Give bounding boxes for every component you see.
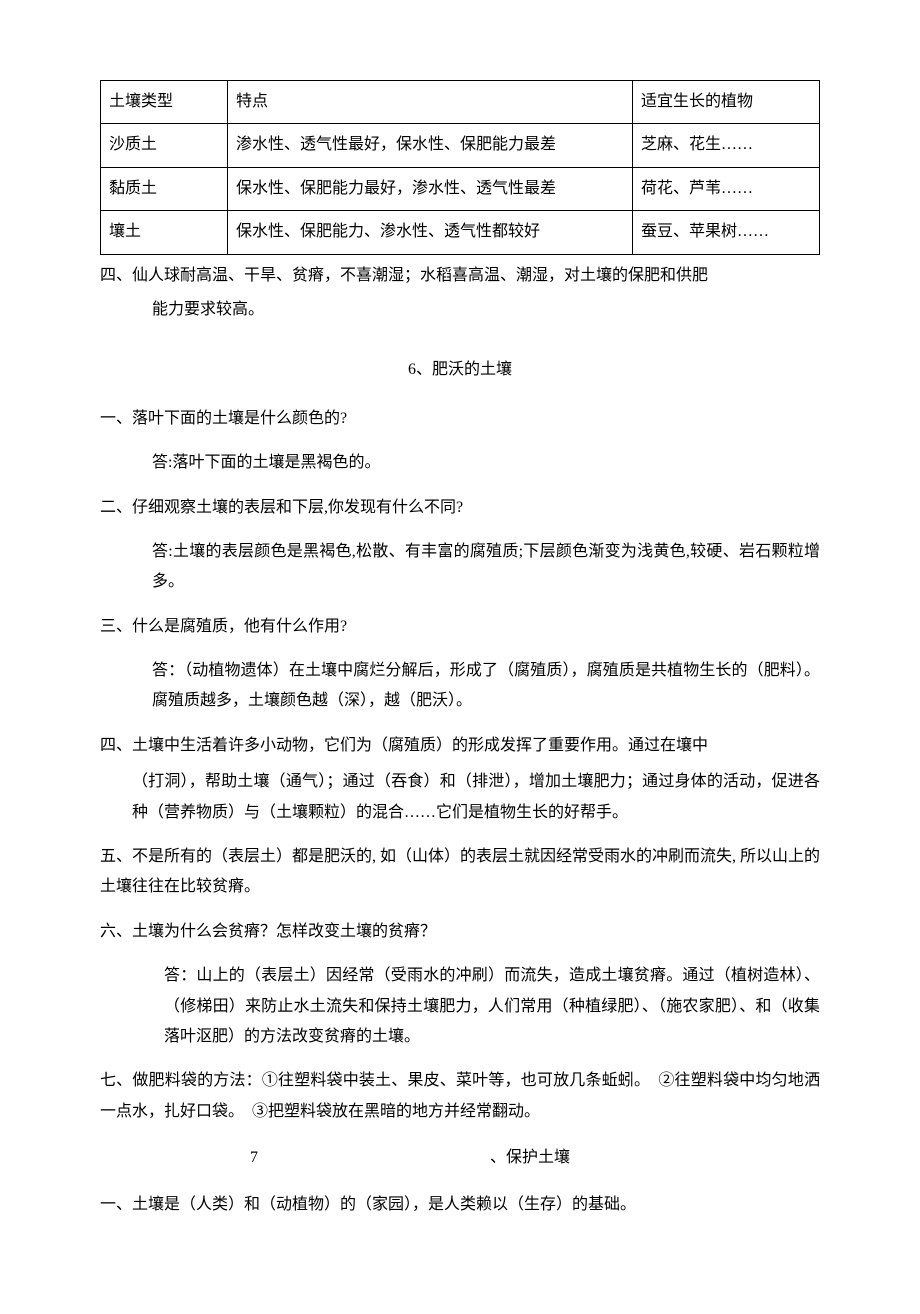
section-7-number: 7 <box>100 1143 490 1173</box>
cell-type: 黏质土 <box>101 167 228 210</box>
cell-feature: 保水性、保肥能力、渗水性、透气性都较好 <box>228 211 633 254</box>
cell-plants: 蚕豆、苹果树…… <box>633 211 820 254</box>
cell-type: 沙质土 <box>101 124 228 167</box>
cell-plants: 芝麻、花生…… <box>633 124 820 167</box>
paragraph-four-b: 能力要求较高。 <box>100 295 820 325</box>
table-row: 壤土 保水性、保肥能力、渗水性、透气性都较好 蚕豆、苹果树…… <box>101 211 820 254</box>
cell-feature: 保水性、保肥能力最好，渗水性、透气性最差 <box>228 167 633 210</box>
paragraph-5: 五、不是所有的（表层土）都是肥沃的, 如（山体）的表层土就因经常受雨水的冲刷而流… <box>100 842 820 903</box>
answer-1: 答:落叶下面的土壤是黑褐色的。 <box>100 448 820 478</box>
header-plants: 适宜生长的植物 <box>633 81 820 124</box>
header-feature: 特点 <box>228 81 633 124</box>
answer-2: 答:土壤的表层颜色是黑褐色,松散、有丰富的腐殖质;下层颜色渐变为浅黄色,较硬、岩… <box>100 537 820 598</box>
section-6-title: 6、肥沃的土壤 <box>100 355 820 385</box>
question-3: 三、什么是腐殖质，他有什么作用? <box>100 612 820 642</box>
table-row: 沙质土 渗水性、透气性最好，保水性、保肥能力最差 芝麻、花生…… <box>101 124 820 167</box>
table-row: 黏质土 保水性、保肥能力最好，渗水性、透气性最差 荷花、芦苇…… <box>101 167 820 210</box>
paragraph-5-text: 五、不是所有的（表层土）都是肥沃的, 如（山体）的表层土就因经常受雨水的冲刷而流… <box>100 848 820 895</box>
answer-6: 答：山上的（表层土）因经常（受雨水的冲刷）而流失，造成土壤贫瘠。通过（植树造林）… <box>100 961 820 1052</box>
paragraph-4-line2: （打洞），帮助土壤（通气）；通过（吞食）和（排泄），增加土壤肥力；通过身体的活动… <box>100 767 820 828</box>
paragraph-7: 七、做肥料袋的方法：①往塑料袋中装土、果皮、菜叶等，也可放几条蚯蚓。 ②往塑料袋… <box>100 1066 820 1127</box>
section-7-title: 、保护土壤 <box>490 1149 570 1166</box>
question-2: 二、仔细观察土壤的表层和下层,你发现有什么不同? <box>100 493 820 523</box>
cell-plants: 荷花、芦苇…… <box>633 167 820 210</box>
section-7-heading: 7、保护土壤 <box>100 1143 820 1173</box>
table-header-row: 土壤类型 特点 适宜生长的植物 <box>101 81 820 124</box>
question-1: 一、落叶下面的土壤是什么颜色的? <box>100 404 820 434</box>
answer-3: 答：（动植物遗体）在土壤中腐烂分解后，形成了（腐殖质），腐殖质是共植物生长的（肥… <box>100 656 820 717</box>
header-soil-type: 土壤类型 <box>101 81 228 124</box>
soil-type-table: 土壤类型 特点 适宜生长的植物 沙质土 渗水性、透气性最好，保水性、保肥能力最差… <box>100 80 820 255</box>
cell-feature: 渗水性、透气性最好，保水性、保肥能力最差 <box>228 124 633 167</box>
section-7-paragraph-1: 一、土壤是（人类）和（动植物）的（家园），是人类赖以（生存）的基础。 <box>100 1190 820 1220</box>
question-6: 六、土壤为什么会贫瘠？怎样改变土壤的贫瘠？ <box>100 917 820 947</box>
cell-type: 壤土 <box>101 211 228 254</box>
paragraph-4-line1: 四、土壤中生活着许多小动物，它们为（腐殖质）的形成发挥了重要作用。通过在壤中 <box>100 731 820 761</box>
paragraph-four-a: 四、仙人球耐高温、干旱、贫瘠，不喜潮湿；水稻喜高温、潮湿，对土壤的保肥和供肥 <box>100 261 820 291</box>
document-page: 土壤类型 特点 适宜生长的植物 沙质土 渗水性、透气性最好，保水性、保肥能力最差… <box>0 0 920 1314</box>
